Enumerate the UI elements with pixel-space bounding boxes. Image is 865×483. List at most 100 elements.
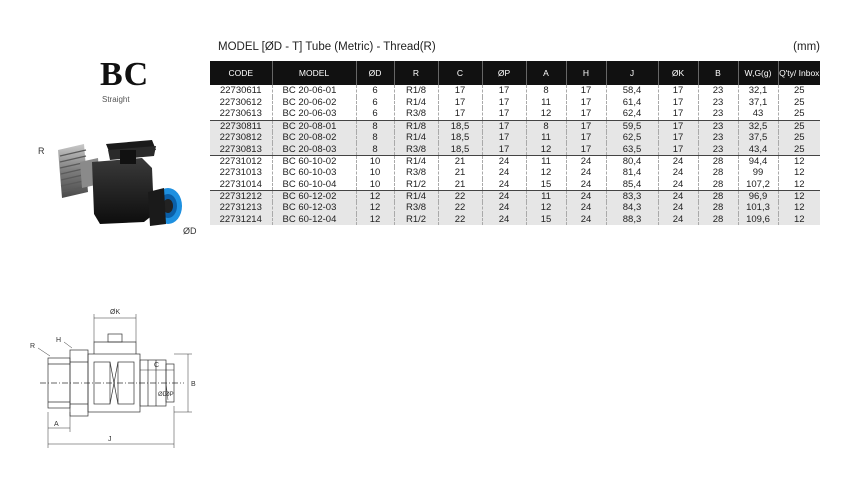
- table-cell: 17: [482, 131, 527, 144]
- table-cell: 17: [438, 96, 483, 109]
- dim-label-j: J: [108, 436, 112, 443]
- table-cell: 83,3: [606, 190, 659, 202]
- dim-label-p: ØP: [165, 392, 174, 398]
- valve-handle: [106, 140, 156, 164]
- table-cell: 12: [778, 213, 820, 226]
- table-cell: 12: [793, 167, 805, 179]
- table-cell: 12: [356, 190, 395, 202]
- table-cell: BC 60-10-04: [272, 178, 357, 191]
- table-cell: 24: [658, 190, 699, 202]
- table-cell: 17: [482, 143, 527, 156]
- table-cell: 28: [698, 178, 739, 191]
- dim-label-h: H: [56, 337, 61, 344]
- table-cell: 15: [526, 178, 567, 191]
- table-cell: 17: [658, 85, 699, 97]
- table-cell: 63,5: [606, 143, 659, 156]
- table-cell: 28: [698, 155, 739, 167]
- table-cell: R3/8: [394, 201, 439, 214]
- table-cell: BC 20-08-02: [272, 131, 357, 144]
- table-cell: 32,1: [738, 85, 779, 97]
- table-cell: 12: [778, 178, 820, 191]
- table-cell: 17: [658, 108, 699, 121]
- table-cell: 17: [482, 96, 527, 109]
- table-cell: 12: [793, 155, 805, 167]
- table-cell: BC 60-12-02: [272, 190, 357, 202]
- table-cell: 25: [793, 85, 805, 97]
- table-cell: 22731014: [210, 178, 273, 191]
- technical-drawing: ØK R H C B ØD ØP A J: [30, 309, 196, 448]
- table-cell: R1/4: [394, 96, 439, 109]
- table-cell: 22730811: [210, 120, 273, 132]
- tube-collet: [148, 188, 182, 226]
- table-cell: 12: [778, 190, 820, 202]
- table-cell: 62,5: [606, 131, 659, 144]
- table-cell: 12: [356, 201, 395, 214]
- product-subtitle: Straight: [102, 95, 130, 104]
- table-cell: 17: [566, 143, 607, 156]
- table-cell: 24: [658, 166, 699, 179]
- table-cell: 25: [778, 131, 820, 144]
- column-header: MODEL: [272, 61, 357, 85]
- table-header-row: CODE MODEL ØD R C ØP A H J ØK B W,G(g) Q'ty/ Inbox: [210, 61, 820, 85]
- table-cell: R3/8: [394, 108, 439, 121]
- table-cell: 22731214: [210, 213, 273, 226]
- table-cell: R1/4: [394, 155, 439, 167]
- table-cell: 22: [438, 190, 483, 202]
- table-cell: 22730612: [210, 96, 273, 109]
- table-cell: 12: [778, 201, 820, 214]
- table-cell: 24: [482, 166, 527, 179]
- table-cell: 21: [438, 155, 483, 167]
- dim-label-d: ØD: [158, 392, 168, 398]
- table-cell: BC 60-10-02: [272, 155, 357, 167]
- table-cell: 58,4: [606, 85, 659, 97]
- column-header: ØK: [658, 61, 699, 85]
- table-cell: 10: [356, 155, 395, 167]
- column-header: H: [566, 61, 607, 85]
- table-cell: 17: [658, 120, 699, 132]
- photo-label-r: R: [38, 146, 45, 156]
- table-cell: 28: [698, 190, 739, 202]
- table-cell: 61,4: [606, 96, 659, 109]
- table-title: MODEL [ØD - T] Tube (Metric) - Thread(R): [218, 41, 436, 53]
- table-cell: 24: [566, 166, 607, 179]
- table-cell: 24: [482, 190, 527, 202]
- table-title-bar: MODEL [ØD - T] Tube (Metric) - Thread(R)…: [218, 40, 820, 58]
- table-cell: 17: [566, 120, 607, 132]
- product-photo: [58, 140, 182, 226]
- table-cell: R3/8: [394, 143, 439, 156]
- table-cell: 21: [438, 178, 483, 191]
- table-cell: 24: [482, 178, 527, 191]
- table-cell: 17: [482, 85, 527, 97]
- table-cell: 17: [566, 108, 607, 121]
- table-cell: 6: [356, 96, 395, 109]
- table-body: 22730611 BC 20-06-01 6 R1/8 17 17 8 17 58,4 17 23 3…: [210, 85, 820, 226]
- product-brand: BC Straight: [100, 58, 170, 105]
- table-row: 22731012 BC 60-10-02 10 R1/4 21 24 11 24 80,4 24 2…: [210, 155, 820, 167]
- table-cell: 109,6: [738, 213, 779, 226]
- photo-label-d: ØD: [183, 226, 197, 236]
- table-cell: 11: [526, 131, 567, 144]
- table-cell: 17: [482, 108, 527, 121]
- table-cell: 28: [698, 201, 739, 214]
- table-cell: 17: [566, 96, 607, 109]
- table-cell: 22: [438, 213, 483, 226]
- table-cell: 17: [566, 85, 607, 97]
- table-cell: BC 60-12-04: [272, 213, 357, 226]
- table-cell: 18,5: [438, 143, 483, 156]
- table-cell: 24: [658, 178, 699, 191]
- table-cell: 37,1: [738, 96, 779, 109]
- column-header: ØP: [482, 61, 527, 85]
- table-cell: 22730613: [210, 108, 273, 121]
- table-cell: 8: [526, 120, 567, 132]
- column-header: A: [526, 61, 567, 85]
- column-header: W,G(g): [738, 61, 779, 85]
- table-cell: 24: [566, 201, 607, 214]
- table-cell: 24: [658, 213, 699, 226]
- table-cell: 22: [438, 201, 483, 214]
- table-cell: 59,5: [606, 120, 659, 132]
- table-cell: BC 60-12-03: [272, 201, 357, 214]
- table-cell: 22730611: [210, 85, 273, 97]
- table-cell: 11: [526, 190, 567, 202]
- table-cell: 24: [482, 155, 527, 167]
- table-cell: 8: [356, 120, 395, 132]
